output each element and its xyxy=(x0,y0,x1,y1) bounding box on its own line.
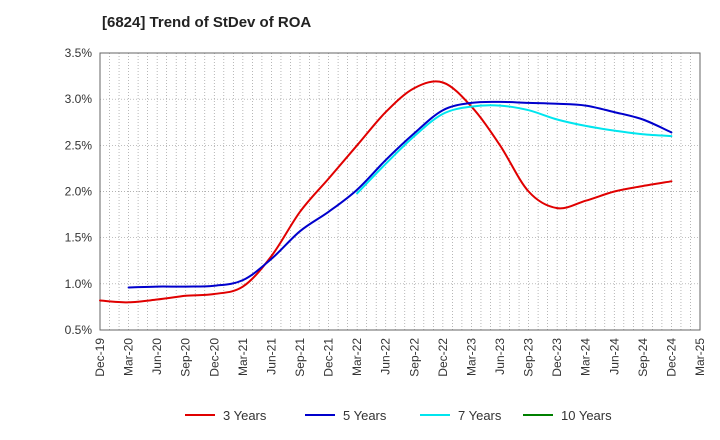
x-tick-label: Dec-24 xyxy=(664,338,678,377)
x-tick-label: Jun-21 xyxy=(264,338,278,375)
y-tick-label: 2.0% xyxy=(65,185,93,199)
x-tick-label: Jun-23 xyxy=(493,338,507,375)
y-tick-label: 0.5% xyxy=(65,323,93,337)
x-tick-label: Mar-23 xyxy=(464,338,478,376)
y-tick-label: 1.5% xyxy=(65,231,93,245)
x-tick-label: Sep-21 xyxy=(293,338,307,377)
series-line-3-years xyxy=(99,80,673,304)
legend-label-5-years: 5 Years xyxy=(343,408,387,423)
legend-label-3-years: 3 Years xyxy=(223,408,267,423)
x-tick-label: Dec-22 xyxy=(436,338,450,377)
x-tick-label: Sep-24 xyxy=(636,338,650,377)
x-tick-label: Jun-22 xyxy=(379,338,393,375)
y-tick-label: 1.0% xyxy=(65,277,93,291)
x-tick-label: Jun-20 xyxy=(150,338,164,375)
x-tick-label: Mar-21 xyxy=(236,338,250,376)
x-tick-label: Mar-25 xyxy=(693,338,707,376)
x-tick-label: Sep-23 xyxy=(522,338,536,377)
x-tick-label: Dec-19 xyxy=(93,338,107,377)
x-tick-label: Mar-24 xyxy=(579,338,593,376)
legend-label-7-years: 7 Years xyxy=(458,408,502,423)
x-tick-label: Dec-21 xyxy=(322,338,336,377)
series-line-5-years xyxy=(127,100,673,289)
x-tick-label: Dec-23 xyxy=(550,338,564,377)
x-tick-label: Mar-20 xyxy=(122,338,136,376)
x-tick-label: Jun-24 xyxy=(607,338,621,375)
y-tick-label: 3.5% xyxy=(65,46,93,60)
legend-label-10-years: 10 Years xyxy=(561,408,612,423)
y-tick-label: 2.5% xyxy=(65,138,93,152)
x-tick-label: Dec-20 xyxy=(207,338,221,377)
plot-frame xyxy=(99,52,701,331)
chart-title: [6824] Trend of StDev of ROA xyxy=(102,14,312,31)
x-tick-label: Sep-20 xyxy=(179,338,193,377)
x-tick-label: Mar-22 xyxy=(350,338,364,376)
series-line-7-years xyxy=(356,104,673,195)
y-tick-label: 3.0% xyxy=(65,92,93,106)
x-tick-label: Sep-22 xyxy=(407,338,421,377)
